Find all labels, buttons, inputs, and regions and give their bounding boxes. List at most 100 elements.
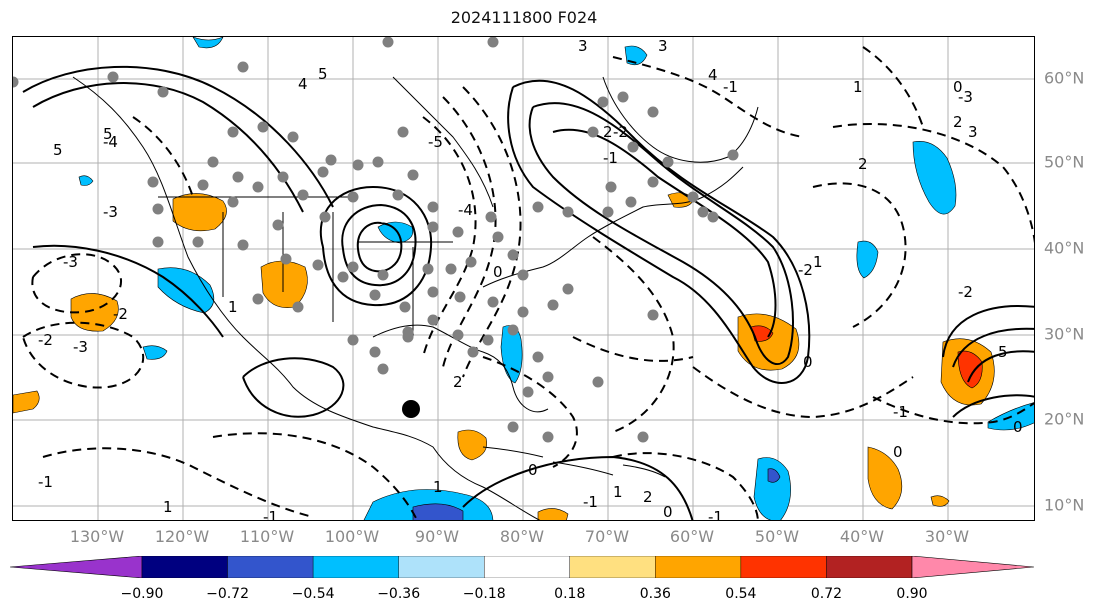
contour-line-solid: [341, 203, 417, 287]
contour-value-label: 1: [813, 253, 823, 271]
contour-line-solid: [319, 185, 433, 307]
station-dot: [377, 269, 389, 281]
station-dot: [347, 261, 359, 273]
shaded-area: [537, 508, 569, 520]
contour-line-dashed: [462, 86, 522, 378]
contour-line-dashed: [612, 56, 804, 138]
station-dot: [227, 126, 239, 138]
contour-value-label: -2: [958, 283, 973, 301]
station-dot: [227, 196, 239, 208]
contour-value-label: 3: [968, 123, 978, 141]
station-dot: [662, 156, 674, 168]
station-dot: [492, 231, 504, 243]
colorbar-tick-label: 0.36: [639, 586, 671, 602]
station-dot: [485, 211, 497, 223]
contour-value-label: 3: [578, 37, 588, 55]
contour-value-label: 5: [998, 343, 1008, 361]
station-dot: [369, 289, 381, 301]
contour-value-label: 0: [493, 263, 503, 281]
colorbar-cell: [826, 556, 913, 578]
station-dot: [399, 301, 411, 313]
shaded-area: [78, 175, 94, 186]
colorbar-tick-label: −0.72: [206, 586, 249, 602]
shaded-area: [457, 429, 487, 461]
station-dot: [257, 121, 269, 133]
station-dot: [277, 171, 289, 183]
longitude-label: 40°W: [839, 527, 885, 546]
contour-value-label: 5: [103, 125, 113, 143]
storm-center-marker: [402, 400, 420, 418]
contour-line-dashed: [572, 336, 694, 362]
colorbar-tick-label: −0.54: [291, 586, 335, 602]
station-dot: [297, 189, 309, 201]
station-dot: [637, 431, 649, 443]
shaded-area: [13, 390, 40, 414]
station-dot: [292, 301, 304, 313]
contour-value-label: 4: [708, 66, 718, 84]
station-dot: [427, 201, 439, 213]
station-dot: [325, 154, 337, 166]
station-dot: [207, 156, 219, 168]
contour-line-dashed: [132, 116, 194, 198]
contour-value-label: -1: [38, 473, 53, 491]
colorbar-cell: [398, 556, 485, 578]
station-dot: [487, 37, 499, 48]
station-dot: [147, 176, 159, 188]
longitude-label: 80°W: [499, 527, 545, 546]
contour-value-label: 1: [228, 298, 238, 316]
contour-value-label: -2: [113, 305, 128, 323]
station-markers: [13, 37, 739, 443]
contour-value-label: -1: [708, 508, 723, 521]
station-dot: [13, 76, 19, 88]
colorbar-tick-label: −0.36: [377, 586, 421, 602]
contour-line-solid: [507, 79, 811, 384]
contour-line-dashed: [442, 96, 497, 368]
station-dot: [467, 346, 479, 358]
colorbar-cell: [312, 556, 399, 578]
contour-value-label: -1: [893, 403, 908, 421]
longitude-label: 110°W: [239, 527, 295, 546]
station-dot: [347, 191, 359, 203]
station-dot: [427, 221, 439, 233]
shaded-area: [856, 240, 879, 279]
contour-line-dashed: [812, 182, 907, 328]
latitude-label: 40°N: [1044, 238, 1085, 258]
shaded-area: [753, 457, 791, 520]
station-dot: [687, 191, 699, 203]
shaded-area: [624, 45, 648, 66]
contour-value-label: -3: [73, 338, 88, 356]
station-dot: [347, 334, 359, 346]
station-dot: [252, 181, 264, 193]
contour-line-dashed: [832, 122, 1034, 244]
colorbar-tick-label: 0.90: [896, 586, 928, 602]
station-dot: [197, 179, 209, 191]
station-dot: [517, 306, 529, 318]
station-dot: [252, 293, 264, 305]
contour-value-label: 2: [858, 155, 868, 173]
longitude-label: 100°W: [324, 527, 380, 546]
colorbar-cell: [141, 556, 228, 578]
station-dot: [272, 219, 284, 231]
station-dot: [517, 269, 529, 281]
longitude-label: 90°W: [414, 527, 460, 546]
contour-value-label: -2: [38, 331, 53, 349]
contour-value-label: 0: [1013, 418, 1023, 436]
station-dot: [482, 334, 494, 346]
contour-line-solid: [942, 305, 1034, 383]
station-dot: [377, 363, 389, 375]
station-dot: [625, 196, 637, 208]
station-dot: [337, 271, 349, 283]
latitude-label: 50°N: [1044, 152, 1085, 172]
latitude-label: 20°N: [1044, 409, 1085, 429]
contour-value-label: 5: [53, 141, 63, 159]
station-dot: [152, 236, 164, 248]
station-dot: [372, 156, 384, 168]
longitude-label: 130°W: [69, 527, 125, 546]
station-dot: [392, 189, 404, 201]
contour-line-solid: [242, 357, 345, 418]
contour-line-dashed: [42, 447, 314, 518]
station-dot: [605, 181, 617, 193]
station-dot: [697, 206, 709, 218]
colorbar-cell: [484, 556, 570, 578]
station-dot: [232, 171, 244, 183]
